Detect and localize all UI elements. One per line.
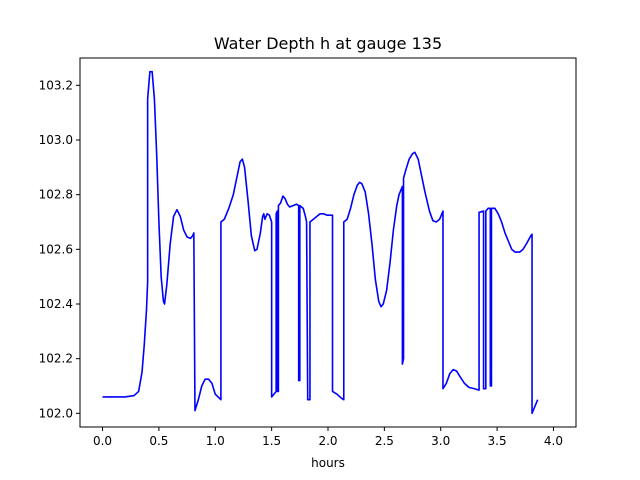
y-tick-label: 103.2 [39,78,73,92]
y-tick-label: 103.0 [39,133,73,147]
x-tick-label: 0.5 [149,434,168,448]
chart-title: Water Depth h at gauge 135 [214,34,442,53]
x-tick-label: 1.0 [206,434,225,448]
series-line-1 [102,70,539,415]
x-tick-label: 3.0 [431,434,450,448]
x-tick-label: 0.0 [93,434,112,448]
y-axis: 102.0 102.2 102.4 102.6 102.8 103.0 103.2 [39,78,80,420]
y-tick-label: 102.2 [39,352,73,366]
y-tick-label: 102.0 [39,406,73,420]
x-tick-label: 2.5 [375,434,394,448]
x-tick-label: 4.0 [544,434,563,448]
x-axis-label: hours [311,456,345,470]
y-tick-label: 102.4 [39,297,73,311]
x-tick-label: 1.5 [262,434,281,448]
x-tick-label: 3.5 [488,434,507,448]
x-axis: 0.0 0.5 1.0 1.5 2.0 2.5 3.0 3.5 4.0 [93,427,563,448]
x-tick-label: 2.0 [318,434,337,448]
y-tick-label: 102.6 [39,242,73,256]
y-tick-label: 102.8 [39,188,73,202]
